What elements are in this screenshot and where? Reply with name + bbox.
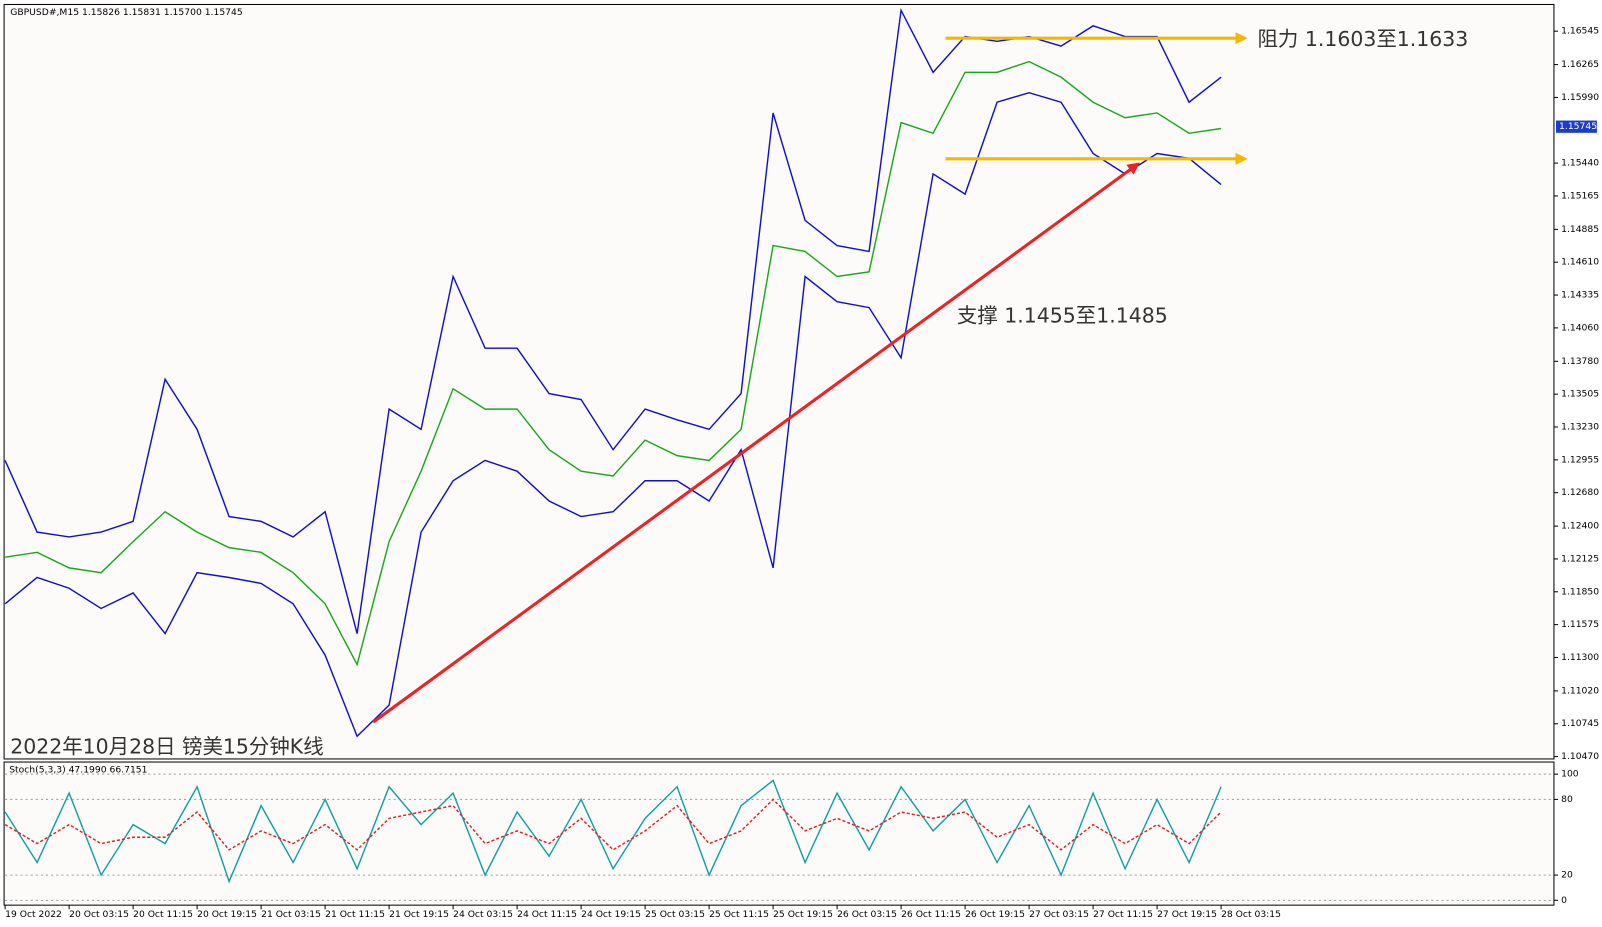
y-tick-label: 1.16545 xyxy=(1561,26,1599,37)
y-tick-label: 1.14335 xyxy=(1561,290,1599,301)
x-tick-label: 25 Oct 03:15 xyxy=(645,909,705,920)
x-tick-label: 19 Oct 2022 xyxy=(5,909,62,920)
current-price-box xyxy=(1555,120,1597,133)
series-line xyxy=(5,60,1222,667)
y-tick-label: 1.14060 xyxy=(1561,322,1599,333)
y-tick-label: 1.12125 xyxy=(1561,553,1599,564)
y-tick-label: 1.14885 xyxy=(1561,224,1599,235)
x-tick-label: 26 Oct 11:15 xyxy=(901,909,961,920)
stoch-header: Stoch(5,3,3) 47.1990 66.7151 xyxy=(9,765,147,776)
y-tick-label: 1.15990 xyxy=(1561,92,1599,103)
y-tick-label: 1.11020 xyxy=(1561,685,1599,696)
y-tick-label: 1.13230 xyxy=(1561,422,1599,433)
y-tick-label: 1.12955 xyxy=(1561,454,1599,465)
y-tick-label: 1.14610 xyxy=(1561,257,1599,268)
chart-caption: 2022年10月28日 镑美15分钟K线 xyxy=(10,735,323,759)
price-panel xyxy=(3,3,1555,760)
x-tick-label: 21 Oct 03:15 xyxy=(261,909,321,920)
y-tick-label: 1.15165 xyxy=(1561,190,1599,201)
x-tick-label: 28 Oct 03:15 xyxy=(1221,909,1281,920)
y-tick-label: 100 xyxy=(1561,769,1579,780)
y-tick-label: 1.10470 xyxy=(1561,751,1599,762)
x-tick-label: 21 Oct 11:15 xyxy=(325,909,385,920)
y-tick-label: 1.11575 xyxy=(1561,619,1599,630)
y-tick-label: 20 xyxy=(1561,870,1573,881)
x-tick-label: 24 Oct 11:15 xyxy=(517,909,577,920)
x-tick-label: 20 Oct 11:15 xyxy=(133,909,193,920)
x-tick-label: 24 Oct 19:15 xyxy=(581,909,641,920)
x-tick-label: 20 Oct 19:15 xyxy=(197,909,257,920)
y-tick-label: 1.12400 xyxy=(1561,521,1599,532)
x-tick-label: 25 Oct 19:15 xyxy=(773,909,833,920)
y-tick-label: 1.11850 xyxy=(1561,586,1599,597)
x-tick-label: 27 Oct 19:15 xyxy=(1157,909,1217,920)
stoch-panel xyxy=(3,761,1555,906)
y-tick-label: 0 xyxy=(1561,895,1567,906)
y-tick-label: 80 xyxy=(1561,794,1573,805)
x-tick-label: 26 Oct 19:15 xyxy=(965,909,1025,920)
series-line xyxy=(4,779,1222,884)
current-price-label: 1.15745 xyxy=(1559,121,1597,132)
y-tick-label: 1.12680 xyxy=(1561,487,1599,498)
y-tick-label: 1.10745 xyxy=(1561,718,1599,729)
resistance-label: 阻力 1.1603至1.1633 xyxy=(1257,27,1468,51)
y-tick-label: 1.13505 xyxy=(1561,389,1599,400)
trend-line xyxy=(372,162,1140,724)
y-tick-label: 1.13780 xyxy=(1561,356,1599,367)
x-tick-label: 21 Oct 19:15 xyxy=(389,909,449,920)
x-tick-label: 27 Oct 11:15 xyxy=(1093,909,1153,920)
x-tick-label: 25 Oct 11:15 xyxy=(709,909,769,920)
y-tick-label: 1.16265 xyxy=(1561,59,1599,70)
x-tick-label: 27 Oct 03:15 xyxy=(1029,909,1089,920)
y-tick-label: 1.11300 xyxy=(1561,652,1599,663)
support-label: 支撑 1.1455至1.1485 xyxy=(957,303,1168,327)
series-line xyxy=(4,798,1222,851)
y-tick-label: 1.15440 xyxy=(1561,158,1599,169)
x-tick-label: 20 Oct 03:15 xyxy=(69,909,129,920)
x-tick-label: 26 Oct 03:15 xyxy=(837,909,897,920)
symbol-header: GBPUSD#,M15 1.15826 1.15831 1.15700 1.15… xyxy=(10,7,243,18)
series-line xyxy=(4,91,1222,738)
x-tick-label: 24 Oct 03:15 xyxy=(453,909,513,920)
